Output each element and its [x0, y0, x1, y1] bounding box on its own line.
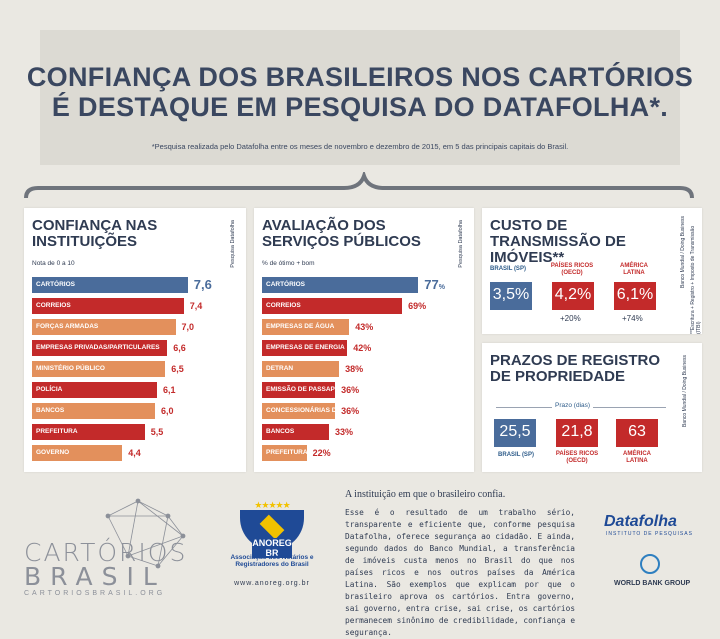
custo-brasil-value: 3,5% — [490, 282, 532, 310]
avaliacao-value: 36% — [341, 406, 360, 416]
custo-ricos-label: PAÍSES RICOS (OECD) — [550, 263, 594, 276]
anoreg-stars-icon: ★★★★★ — [254, 500, 290, 510]
datafolha-subtitle: INSTITUTO DE PESQUISAS — [606, 531, 693, 537]
confianca-bar: MINISTÉRIO PÚBLICO — [32, 361, 166, 377]
custo-latina-diff: +74% — [622, 314, 643, 323]
page-title: CONFIANÇA DOS BRASILEIROS NOS CARTÓRIOS … — [0, 62, 720, 122]
avaliacao-value: 22% — [312, 448, 331, 458]
avaliacao-value: 43% — [355, 322, 374, 332]
confianca-value: 4,4 — [128, 448, 141, 458]
bottom-body: Esse é o resultado de um trabalho sério,… — [345, 508, 576, 637]
confianca-value: 6,1 — [163, 385, 176, 395]
avaliacao-bar: CONCESSIONÁRIAS DE ESTRADA — [262, 403, 374, 419]
avaliacao-value: 42% — [353, 343, 372, 353]
anoreg-url: www.anoreg.org.br — [234, 580, 310, 587]
custo-ricos-diff: +20% — [560, 314, 581, 323]
avaliacao-value: 77% — [424, 277, 445, 292]
confianca-card: CONFIANÇA NAS INSTITUIÇÕES Nota de 0 a 1… — [24, 208, 246, 472]
prazos-latina-label: AMÉRICA LATINA — [623, 451, 651, 464]
avaliacao-bar: CORREIOS — [262, 298, 403, 314]
confianca-value: 6,5 — [171, 364, 184, 374]
prazos-source: Banco Mundial / Doing Business — [682, 355, 688, 427]
title-line-2: É DESTAQUE EM PESQUISA DO DATAFOLHA*. — [51, 92, 669, 122]
header-banner — [40, 30, 680, 165]
confianca-value: 6,0 — [161, 406, 174, 416]
avaliacao-bar: DETRAN — [262, 361, 340, 377]
anoreg-name: ANOREG BR — [252, 538, 292, 558]
avaliacao-subtitle: % de ótimo + bom — [262, 260, 315, 267]
avaliacao-bar: EMPRESAS DE ÁGUA — [262, 319, 350, 335]
confianca-bar: POLÍCIA — [32, 382, 158, 398]
brace-divider — [24, 172, 694, 199]
confianca-value: 7,0 — [181, 322, 195, 332]
avaliacao-title: AVALIAÇÃO DOS SERVIÇOS PÚBLICOS — [262, 217, 421, 250]
custo-latina-value: 6,1% — [614, 282, 656, 310]
cartorios-logo-line1: CARTÓRIOS — [24, 538, 188, 567]
custo-source: Banco Mundial / Doing Business — [680, 216, 686, 288]
confianca-bar: PREFEITURA — [32, 424, 145, 440]
custo-card: CUSTO DE TRANSMISSÃO DE IMÓVEIS** Banco … — [482, 208, 702, 334]
confianca-value: 7,6 — [193, 277, 212, 292]
custo-latina-label: AMÉRICA LATINA — [620, 263, 648, 276]
prazos-ricos-value: 21,8 — [556, 419, 598, 447]
avaliacao-bar: CARTÓRIOS — [262, 277, 419, 293]
confianca-value: 7,4 — [189, 301, 203, 311]
survey-footnote: *Pesquisa realizada pelo Datafolha entre… — [151, 142, 569, 151]
confianca-source: Pesquisa Datafolha — [230, 220, 236, 268]
anoreg-logo: ★★★★★ ANOREG BR Associação dos Notários … — [222, 500, 322, 590]
avaliacao-bar: PREFEITURA — [262, 445, 308, 461]
anoreg-text: Associação dos Notários e Registradores … — [230, 554, 314, 568]
confianca-chart: CARTÓRIOS 7,6 CORREIOS 7,4 FORÇAS ARMADAS 7,0… — [32, 277, 242, 467]
cartorios-network-logo — [105, 498, 186, 569]
prazos-ricos-label: PAÍSES RICOS (OECD) — [555, 451, 599, 464]
cartorios-url: CARTORIOSBRASIL.ORG — [24, 590, 166, 597]
avaliacao-bar: BANCOS — [262, 424, 329, 440]
avaliacao-value: 38% — [345, 364, 364, 374]
unit-label: % — [438, 284, 445, 291]
confianca-bar: FORÇAS ARMADAS — [32, 319, 176, 335]
avaliacao-card: AVALIAÇÃO DOS SERVIÇOS PÚBLICOS % de óti… — [254, 208, 474, 472]
confianca-bar: CORREIOS — [32, 298, 184, 314]
prazos-brasil-label: BRASIL (SP) — [498, 452, 534, 458]
confianca-bar: EMPRESAS PRIVADAS/PARTICULARES — [32, 340, 168, 356]
avaliacao-value: 36% — [341, 385, 360, 395]
prazos-unit: Prazo (dias) — [552, 402, 594, 409]
custo-title: CUSTO DE TRANSMISSÃO DE IMÓVEIS** — [490, 217, 626, 266]
confianca-value: 5,5 — [150, 427, 164, 437]
prazos-latina-value: 63 — [616, 419, 658, 447]
confianca-value: 6,6 — [173, 343, 186, 353]
prazos-card: PRAZOS DE REGISTRO DE PROPRIEDADE Banco … — [482, 343, 702, 472]
confianca-title: CONFIANÇA NAS INSTITUIÇÕES — [32, 217, 158, 250]
avaliacao-value: 33% — [334, 427, 353, 437]
cartorios-logo-line2: BRASIL — [24, 562, 166, 591]
confianca-subtitle: Nota de 0 a 10 — [32, 260, 75, 267]
prazos-title: PRAZOS DE REGISTRO DE PROPRIEDADE — [490, 352, 661, 385]
avaliacao-chart: CARTÓRIOS 77% CORREIOS 69% EMPRESAS DE ÁGUA 4… — [262, 277, 472, 467]
prazos-brasil-value: 25,5 — [494, 419, 536, 447]
avaliacao-value: 69% — [408, 301, 427, 311]
datafolha-logo: Datafolha — [604, 513, 677, 530]
confianca-bar: CARTÓRIOS — [32, 277, 188, 293]
bottom-heading: A instituição em que o brasileiro confia… — [345, 489, 506, 500]
avaliacao-source: Pesquisa Datafolha — [458, 220, 464, 268]
worldbank-globe-icon — [640, 554, 660, 574]
custo-note: **Escritura + Registro + Imposto de Tran… — [690, 225, 702, 334]
avaliacao-bar: EMPRESAS DE ENERGIA — [262, 340, 348, 356]
avaliacao-bar: EMISSÃO DE PASSAPORTE — [262, 382, 353, 398]
confianca-bar: BANCOS — [32, 403, 155, 419]
confianca-bar: GOVERNO — [32, 445, 123, 461]
custo-brasil-label: BRASIL (SP) — [490, 266, 526, 272]
title-line-1: CONFIANÇA DOS BRASILEIROS NOS CARTÓRIOS — [26, 62, 694, 92]
custo-ricos-value: 4,2% — [552, 282, 594, 310]
worldbank-logo: WORLD BANK GROUP — [614, 580, 691, 587]
